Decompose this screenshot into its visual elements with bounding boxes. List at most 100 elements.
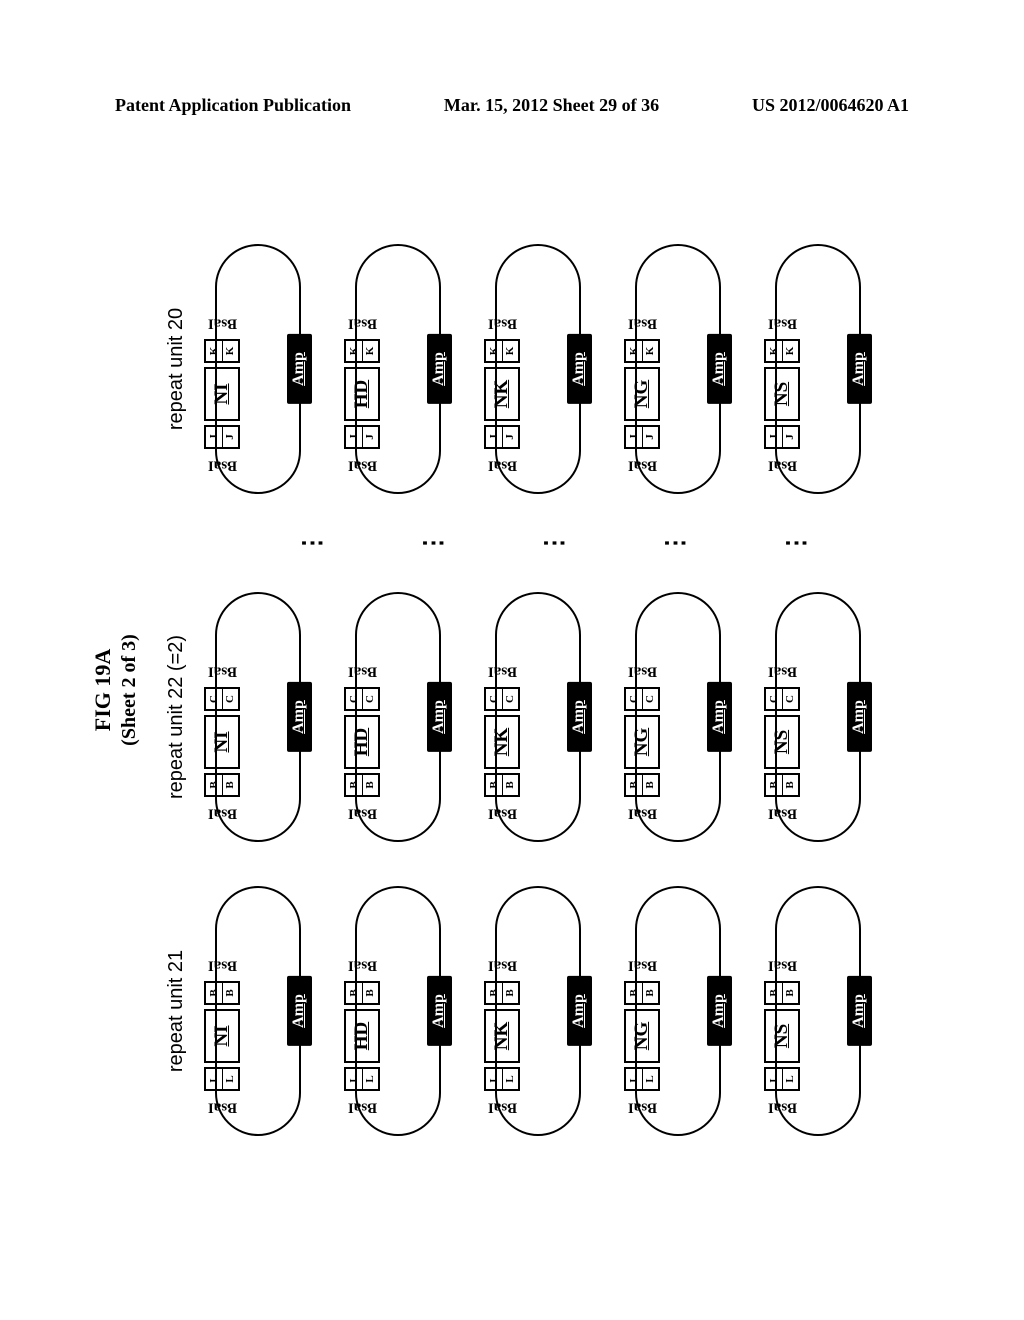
amp-marker: Amp: [707, 976, 732, 1046]
overhang-box-left: JJ: [484, 425, 520, 449]
rvd-box: NG: [624, 715, 660, 769]
rvd-box: HD: [344, 715, 380, 769]
amp-marker: Amp: [287, 682, 312, 752]
cassette-top: BsaIJJNSKKBsaI: [764, 307, 800, 481]
overhang-box-left: BB: [344, 773, 380, 797]
bsaI-label-right: BsaI: [346, 315, 378, 332]
figure-subtitle: (Sheet 2 of 3): [118, 170, 141, 1210]
bsaI-label-left: BsaI: [766, 1099, 798, 1116]
plasmid: BsaILLNSBBBsaIAmp: [754, 881, 882, 1141]
overhang-box-right: BB: [764, 981, 800, 1005]
rvd-box: NS: [764, 1009, 800, 1063]
overhang-box-left: BB: [764, 773, 800, 797]
plasmid: BsaIBBNGCCBsaIAmp: [614, 587, 742, 847]
overhang-box-right: BB: [624, 981, 660, 1005]
overhang-box-right: KK: [204, 339, 240, 363]
overhang-box-left: LL: [484, 1067, 520, 1091]
overhang-box-right: BB: [344, 981, 380, 1005]
bsaI-label-left: BsaI: [346, 457, 378, 474]
amp-marker: Amp: [287, 976, 312, 1046]
cassette-top: BsaIJJHDKKBsaI: [344, 307, 380, 481]
plasmid-stack: BsaI JJ NI KK BsaI Amp BsaI JJ HD KK BsaI Amp BsaI JJ…: [194, 239, 882, 499]
column-title: repeat unit 22 (=2): [165, 635, 188, 799]
rvd-box: HD: [344, 367, 380, 421]
amp-marker: Amp: [707, 334, 732, 404]
overhang-box-right: CC: [204, 687, 240, 711]
overhang-box-left: JJ: [764, 425, 800, 449]
plasmid: BsaILLNGBBBsaIAmp: [614, 881, 742, 1141]
column-title: repeat unit 21: [165, 950, 188, 1072]
bsaI-label-right: BsaI: [486, 663, 518, 680]
overhang-box-right: CC: [624, 687, 660, 711]
amp-marker: Amp: [287, 334, 312, 404]
rvd-box: NI: [204, 367, 240, 421]
dots: ⋮: [782, 531, 811, 555]
bsaI-label-left: BsaI: [206, 457, 238, 474]
overhang-box-left: LL: [624, 1067, 660, 1091]
cassette-top: BsaILLNSBBBsaI: [764, 949, 800, 1123]
bsaI-label-right: BsaI: [766, 663, 798, 680]
column-22: repeat unit 22 (=2) BsaIBBNICCBsaIAmpBsa…: [165, 582, 882, 852]
plasmid-stack: BsaIBBNICCBsaIAmpBsaIBBHDCCBsaIAmpBsaIBB…: [194, 587, 882, 847]
bsaI-label-left: BsaI: [206, 805, 238, 822]
bsaI-label-left: BsaI: [766, 805, 798, 822]
bsaI-label-right: BsaI: [206, 957, 238, 974]
bsaI-label-right: BsaI: [626, 957, 658, 974]
bsaI-label-left: BsaI: [346, 1099, 378, 1116]
plasmid: BsaILLNKBBBsaIAmp: [474, 881, 602, 1141]
rotated-content: FIG 19A (Sheet 2 of 3) repeat unit 21 Bs…: [90, 170, 940, 1210]
plasmid-columns: repeat unit 21 BsaI LL NI BB BsaI Amp BsaI LL HD…: [165, 170, 882, 1210]
bsaI-label-right: BsaI: [346, 957, 378, 974]
plasmid: BsaIBBNICCBsaIAmp: [194, 587, 322, 847]
cassette-top: BsaILLNIBBBsaI: [204, 949, 240, 1123]
overhang-box-left: LL: [344, 1067, 380, 1091]
column-20: repeat unit 20 BsaIJJNIKKBsaIAmpBsaIJJHD…: [165, 234, 882, 504]
overhang-box-left: LL: [764, 1067, 800, 1091]
bsaI-label-left: BsaI: [626, 457, 658, 474]
plasmid: BsaIJJNGKKBsaIAmp: [614, 239, 742, 499]
rvd-box: NK: [484, 1009, 520, 1063]
plasmid: BsaIBBNKCCBsaIAmp: [474, 587, 602, 847]
plasmid: BsaIJJNIKKBsaIAmp: [194, 239, 322, 499]
overhang-box-left: BB: [204, 773, 240, 797]
cassette-top: BsaI LL HD BB BsaI: [344, 949, 380, 1123]
overhang-box-right: KK: [764, 339, 800, 363]
cassette-top: BsaIBBNGCCBsaI: [624, 655, 660, 829]
bsaI-label-right: BsaI: [206, 663, 238, 680]
dots: ⋮: [540, 531, 569, 555]
overhang-box-left: LL: [204, 1067, 240, 1091]
cassette-top: BsaIJJNGKKBsaI: [624, 307, 660, 481]
bsaI-label-left: BsaI: [206, 1099, 238, 1116]
overhang-box-right: CC: [344, 687, 380, 711]
bsaI-label-right: BsaI: [206, 315, 238, 332]
plasmid: BsaILLHDBBBsaIAmp: [334, 881, 462, 1141]
amp-marker: Amp: [567, 334, 592, 404]
bsaI-label-left: BsaI: [766, 457, 798, 474]
cassette-top: BsaIBBNKCCBsaI: [484, 655, 520, 829]
cassette-top: BsaIJJNKKKBsaI: [484, 307, 520, 481]
bsaI-label-left: BsaI: [486, 457, 518, 474]
rvd-box: NI: [204, 1009, 240, 1063]
dots: ⋮: [419, 531, 448, 555]
overhang-box-right: KK: [624, 339, 660, 363]
cassette-top: BsaIBBNSCCBsaI: [764, 655, 800, 829]
bsaI-label-right: BsaI: [486, 957, 518, 974]
rvd-box: NS: [764, 367, 800, 421]
cassette-top: BsaIBBHDCCBsaI: [344, 655, 380, 829]
bsaI-label-left: BsaI: [626, 805, 658, 822]
overhang-box-right: BB: [484, 981, 520, 1005]
rvd-box: NG: [624, 367, 660, 421]
bsaI-label-left: BsaI: [486, 805, 518, 822]
figure-area: FIG 19A (Sheet 2 of 3) repeat unit 21 Bs…: [90, 170, 940, 1210]
plasmid: BsaIJJNKKKBsaIAmp: [474, 239, 602, 499]
overhang-box-left: JJ: [344, 425, 380, 449]
overhang-box-left: BB: [624, 773, 660, 797]
rvd-box: HD: [344, 1009, 380, 1063]
amp-marker: Amp: [847, 334, 872, 404]
plasmid: BsaILLNIBBBsaIAmp: [194, 881, 322, 1141]
amp-marker: Amp: [847, 682, 872, 752]
header-right: US 2012/0064620 A1: [752, 95, 909, 116]
bsaI-label-left: BsaI: [346, 805, 378, 822]
amp-marker: Amp: [707, 682, 732, 752]
overhang-box-left: JJ: [624, 425, 660, 449]
